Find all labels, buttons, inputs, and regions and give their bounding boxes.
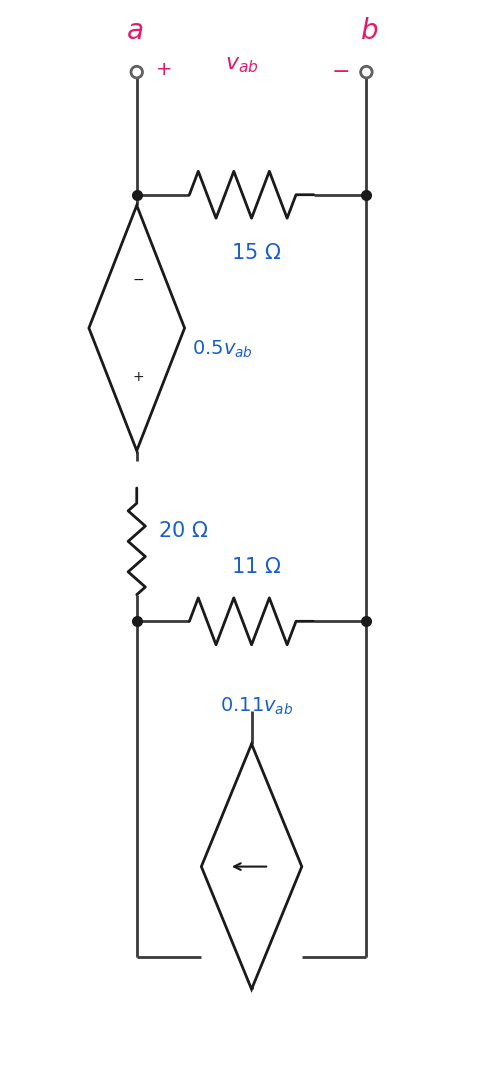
Text: $a$: $a$ [126,18,143,45]
Text: $+$: $+$ [132,370,144,384]
Text: $-$: $-$ [331,60,349,80]
Text: $0.5v_{ab}$: $0.5v_{ab}$ [192,339,253,360]
Polygon shape [201,744,302,989]
Text: $b$: $b$ [360,18,378,45]
Text: $+$: $+$ [155,60,171,79]
Text: $20\ \Omega$: $20\ \Omega$ [158,521,209,540]
Text: $-$: $-$ [132,272,144,286]
Text: $15\ \Omega$: $15\ \Omega$ [231,242,282,263]
Text: $v_{ab}$: $v_{ab}$ [225,53,259,75]
Polygon shape [89,206,184,450]
Text: $11\ \Omega$: $11\ \Omega$ [231,556,282,577]
Text: $0.11v_{ab}$: $0.11v_{ab}$ [220,696,293,717]
